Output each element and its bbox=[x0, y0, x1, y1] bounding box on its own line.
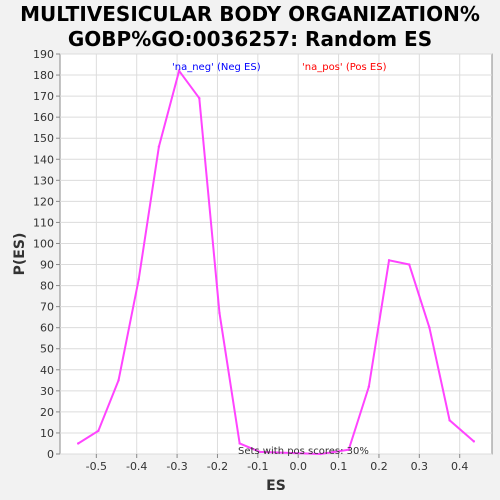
y-tick-label: 190 bbox=[33, 48, 54, 61]
es-data-point bbox=[76, 442, 80, 445]
legend-pos: 'na_pos' (Pos ES) bbox=[302, 62, 387, 73]
es-data-point bbox=[117, 379, 120, 382]
y-axis-label: P(ES) bbox=[12, 233, 28, 276]
y-tick-label: 60 bbox=[40, 322, 54, 335]
y-tick-label: 150 bbox=[33, 132, 54, 145]
y-tick-label: 50 bbox=[40, 343, 54, 356]
legend-neg: 'na_neg' (Neg ES) bbox=[172, 62, 261, 73]
plot-background bbox=[59, 53, 493, 455]
es-data-point bbox=[238, 442, 241, 445]
es-data-point bbox=[387, 259, 391, 262]
x-tick-label: 0.1 bbox=[330, 460, 348, 473]
y-tick-label: 70 bbox=[40, 301, 54, 314]
es-data-point bbox=[258, 450, 262, 454]
es-data-point bbox=[347, 448, 350, 451]
x-tick-label: -0.1 bbox=[247, 460, 268, 473]
y-tick-label: 120 bbox=[33, 195, 54, 208]
es-data-point bbox=[472, 440, 476, 443]
x-tick-label: -0.3 bbox=[166, 460, 187, 473]
y-tick-label: 30 bbox=[40, 385, 54, 398]
es-data-point bbox=[97, 429, 100, 433]
y-tick-label: 180 bbox=[33, 69, 54, 82]
pos-score-annotation: Sets with pos scores: 30% bbox=[238, 446, 369, 457]
es-data-point bbox=[319, 452, 322, 456]
chart-title-line-1: MULTIVESICULAR BODY ORGANIZATION% bbox=[20, 2, 480, 26]
y-tick-label: 90 bbox=[40, 259, 54, 272]
es-data-point bbox=[198, 97, 201, 100]
y-tick-label: 20 bbox=[40, 406, 54, 419]
y-tick-label: 130 bbox=[33, 174, 54, 187]
x-tick-label: 0.0 bbox=[289, 460, 307, 473]
y-tick-label: 160 bbox=[33, 111, 54, 124]
es-data-point bbox=[157, 145, 161, 148]
y-tick-label: 80 bbox=[40, 280, 54, 293]
x-tick-label: 0.3 bbox=[411, 460, 429, 473]
es-data-point bbox=[448, 419, 451, 422]
y-tick-label: 170 bbox=[33, 90, 54, 103]
y-tick-label: 110 bbox=[33, 216, 54, 229]
es-data-point bbox=[137, 278, 140, 281]
es-distribution-line bbox=[77, 68, 475, 456]
x-axis-label: ES bbox=[266, 478, 286, 494]
y-tick-label: 10 bbox=[40, 427, 54, 440]
x-tick-label: 0.4 bbox=[451, 460, 469, 473]
es-data-point bbox=[408, 263, 411, 266]
y-tick-label: 140 bbox=[33, 153, 54, 166]
y-tick-label: 40 bbox=[40, 364, 54, 377]
es-data-point bbox=[428, 326, 431, 329]
x-tick-label: -0.5 bbox=[86, 460, 107, 473]
es-data-point bbox=[218, 311, 221, 315]
x-tick-label: -0.2 bbox=[207, 460, 228, 473]
y-tick-label: 100 bbox=[33, 237, 54, 250]
x-tick-label: -0.4 bbox=[126, 460, 147, 473]
es-data-point bbox=[177, 69, 181, 73]
es-data-point bbox=[367, 385, 371, 388]
x-tick-label: 0.2 bbox=[370, 460, 388, 473]
y-tick-label: 0 bbox=[47, 448, 54, 461]
